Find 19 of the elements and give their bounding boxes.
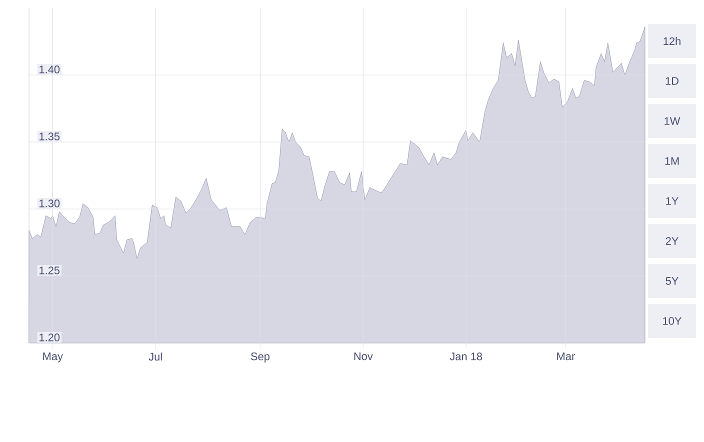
y-tick-label: 1.35: [40, 132, 60, 140]
x-tick-label: Jul: [148, 352, 162, 361]
y-tick-label: 1.40: [40, 66, 60, 74]
text: 1Y: [666, 197, 678, 205]
text: 12h: [664, 37, 680, 45]
x-tick-label: Nov: [354, 352, 373, 360]
text: 1M: [665, 157, 679, 165]
text: 2Y: [666, 237, 678, 245]
text: 5Y: [666, 277, 678, 285]
text: 1W: [664, 117, 680, 125]
y-tick-label: 1.30: [40, 200, 60, 208]
x-tick-label: Sep: [250, 352, 270, 362]
text: 10Y: [663, 317, 682, 325]
x-tick-label: Mar: [557, 352, 575, 360]
y-tick-label: 1.25: [40, 266, 60, 274]
y-tick-label: 1.20: [40, 334, 60, 342]
text: 1D: [666, 77, 678, 85]
x-tick-label: May: [43, 352, 63, 362]
x-tick-label: Jan 18: [450, 352, 482, 360]
